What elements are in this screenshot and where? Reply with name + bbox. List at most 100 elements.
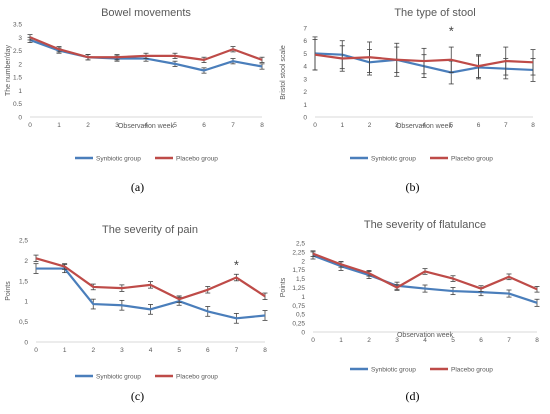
x-tick-label: 5: [173, 122, 177, 129]
y-axis-label: Bristol stool scale: [280, 45, 287, 100]
x-tick-label: 8: [263, 347, 267, 354]
y-tick-label: 4: [303, 64, 307, 71]
y-tick-label: 2: [303, 89, 307, 96]
y-tick-label: 2.5: [13, 48, 22, 55]
y-tick-label: 2: [301, 258, 305, 265]
y-tick-label: 1,5: [19, 278, 28, 285]
x-tick-label: 4: [422, 122, 426, 129]
y-tick-label: 0.5: [13, 101, 22, 108]
y-tick-label: 1: [24, 299, 28, 306]
chart-type-of-stool: The type of stool 0 1 2 3 4 5 6 7 0 1 2 3 4 5 6 7 8 Bristo…: [280, 7, 536, 163]
x-tick-label: 5: [449, 122, 453, 129]
x-tick-label: 7: [231, 122, 235, 129]
x-tick-label: 7: [504, 122, 508, 129]
y-tick-label: 0,5: [19, 319, 28, 326]
y-tick-label: 0: [24, 340, 28, 347]
y-tick-label: 1: [18, 88, 22, 95]
y-tick-label: 2,5: [296, 241, 305, 248]
x-tick-label: 3: [115, 122, 119, 129]
y-tick-label: 2: [18, 61, 22, 68]
legend-label: Placebo group: [451, 367, 493, 374]
x-axis-label: Observation week: [118, 123, 175, 130]
x-tick-label: 4: [144, 122, 148, 129]
y-tick-label: 1,5: [296, 276, 305, 283]
y-tick-label: 5: [303, 51, 307, 58]
y-tick-label: 0,5: [296, 312, 305, 319]
significance-marker: *: [449, 24, 454, 39]
y-tick-label: 1,25: [292, 285, 305, 292]
y-tick-label: 2,5: [19, 238, 28, 245]
y-tick-label: 2: [24, 258, 28, 265]
y-tick-label: 0: [303, 115, 307, 122]
x-tick-label: 3: [120, 347, 124, 354]
x-tick-label: 5: [451, 337, 455, 344]
y-axis-label: Points: [280, 277, 287, 297]
x-tick-label: 2: [368, 122, 372, 129]
x-tick-label: 0: [311, 337, 315, 344]
y-axis-label: The number/day: [5, 45, 12, 96]
series-line-synbiotic: [36, 267, 266, 320]
chart-title: The type of stool: [394, 7, 475, 19]
caption-d: (d): [405, 389, 420, 403]
legend-label: Synbiotic group: [96, 374, 141, 381]
x-axis-label: Observation week: [397, 332, 454, 339]
legend-label: Placebo group: [176, 374, 218, 381]
x-tick-label: 0: [28, 122, 32, 129]
x-tick-label: 1: [63, 347, 67, 354]
x-tick-label: 0: [313, 122, 317, 129]
y-tick-label: 0,25: [292, 321, 305, 328]
chart-panel-a: Bowel movements 0 0.5 1 1.5 2 2.5 3 3.5 0 1 2 3 4 5 6 7 8…: [0, 0, 275, 207]
x-tick-label: 2: [86, 122, 90, 129]
x-tick-label: 6: [477, 122, 481, 129]
legend-label: Synbiotic group: [96, 156, 141, 163]
caption-c: (c): [130, 389, 145, 403]
x-tick-label: 8: [531, 122, 535, 129]
chart-panel-c: The severity of pain 0 0,5 1 1,5 2 2,5 0 1 2 3 4 5 6 7…: [0, 207, 275, 414]
x-tick-label: 2: [367, 337, 371, 344]
x-tick-label: 6: [202, 122, 206, 129]
legend-label: Placebo group: [176, 156, 218, 163]
x-tick-label: 4: [149, 347, 153, 354]
series-line-placebo: [29, 36, 263, 61]
x-tick-label: 0: [34, 347, 38, 354]
x-tick-label: 7: [235, 347, 239, 354]
x-tick-label: 1: [339, 337, 343, 344]
y-tick-label: 1.5: [13, 75, 22, 82]
y-tick-label: 0: [18, 115, 22, 122]
legend-label: Placebo group: [451, 156, 493, 163]
y-tick-label: 3: [18, 35, 22, 42]
x-tick-label: 4: [423, 337, 427, 344]
significance-marker: *: [234, 257, 239, 272]
chart-panel-d: The severity of flatulance 0 0,25 0,5 0,75 1 1…: [275, 207, 550, 414]
caption-b: (b): [405, 180, 420, 194]
x-tick-label: 1: [340, 122, 344, 129]
chart-severity-of-pain: The severity of pain 0 0,5 1 1,5 2 2,5 0 1 2 3 4 5 6 7…: [5, 224, 268, 381]
x-tick-label: 5: [177, 347, 181, 354]
x-axis-label: Observation week: [396, 123, 453, 130]
y-axis-label: Points: [5, 281, 12, 301]
chart-title: Bowel movements: [101, 7, 191, 19]
chart-title: The severity of flatulance: [364, 219, 486, 231]
y-tick-label: 1: [301, 294, 305, 301]
chart-panel-b: The type of stool 0 1 2 3 4 5 6 7 0 1 2 3 4 5 6 7 8 Bristo…: [275, 0, 550, 207]
x-tick-label: 2: [91, 347, 95, 354]
y-tick-label: 2,25: [292, 249, 305, 256]
y-tick-label: 1,75: [292, 267, 305, 274]
x-tick-label: 8: [535, 337, 539, 344]
caption-a: (a): [130, 180, 145, 194]
chart-bowel-movements: Bowel movements 0 0.5 1 1.5 2 2.5 3 3.5 0 1 2 3 4 5 6 7 8…: [5, 7, 265, 163]
series-line-placebo: [312, 252, 538, 291]
y-tick-label: 7: [303, 26, 307, 33]
y-tick-label: 0,75: [292, 303, 305, 310]
x-tick-label: 6: [479, 337, 483, 344]
chart-title: The severity of pain: [102, 224, 198, 236]
x-tick-label: 1: [57, 122, 61, 129]
y-tick-label: 1: [303, 102, 307, 109]
x-tick-label: 3: [395, 122, 399, 129]
y-tick-label: 0: [301, 330, 305, 337]
x-tick-label: 6: [206, 347, 210, 354]
chart-severity-of-flatulance: The severity of flatulance 0 0,25 0,5 0,75 1 1…: [280, 219, 540, 374]
y-tick-label: 3: [303, 76, 307, 83]
legend-label: Synbiotic group: [371, 367, 416, 374]
